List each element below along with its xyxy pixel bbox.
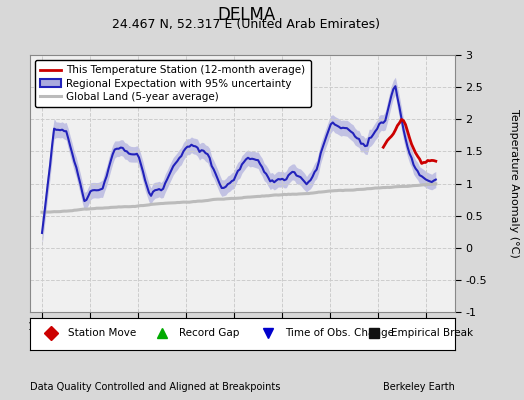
Text: Data Quality Controlled and Aligned at Breakpoints: Data Quality Controlled and Aligned at B… <box>30 382 280 392</box>
Text: Record Gap: Record Gap <box>179 328 239 338</box>
Text: DELMA: DELMA <box>217 6 276 24</box>
Text: Time of Obs. Change: Time of Obs. Change <box>285 328 394 338</box>
Text: Berkeley Earth: Berkeley Earth <box>383 382 455 392</box>
Text: Empirical Break: Empirical Break <box>391 328 473 338</box>
Y-axis label: Temperature Anomaly (°C): Temperature Anomaly (°C) <box>509 109 519 258</box>
Text: Station Move: Station Move <box>68 328 136 338</box>
Legend: This Temperature Station (12-month average), Regional Expectation with 95% uncer: This Temperature Station (12-month avera… <box>35 60 311 107</box>
Text: 24.467 N, 52.317 E (United Arab Emirates): 24.467 N, 52.317 E (United Arab Emirates… <box>112 18 380 31</box>
